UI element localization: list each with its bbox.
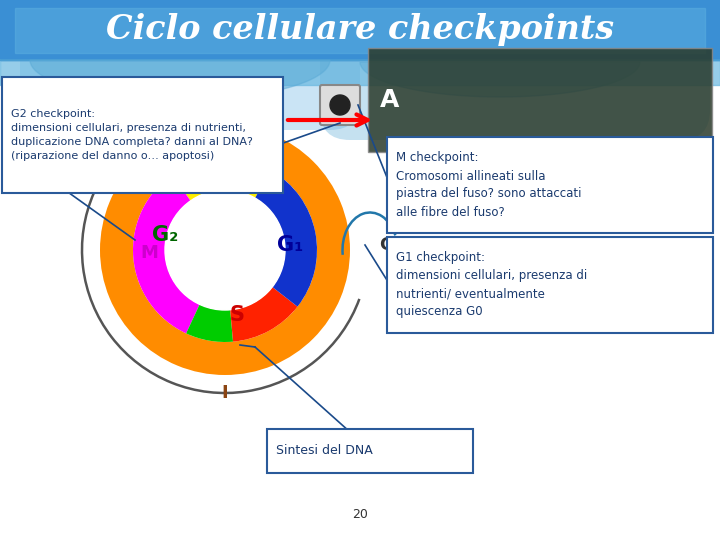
Bar [0,25,720,26]
Text: G₀: G₀ [379,236,401,254]
Text: A: A [380,88,400,112]
Polygon shape [360,62,640,97]
Text: G₂: G₂ [152,225,178,245]
Bar [0,41,720,42]
FancyBboxPatch shape [320,85,360,125]
Bar [0,9,720,10]
Bar [0,20,720,21]
FancyBboxPatch shape [20,0,360,130]
Bar [0,48,720,49]
Bar [0,7,720,8]
Bar [0,1,720,2]
Bar [0,47,720,48]
FancyBboxPatch shape [368,48,712,152]
Wedge shape [172,158,271,201]
Bar [0,30,720,31]
Bar [0,24,720,25]
Bar [0,0,720,60]
Bar [0,10,720,11]
Bar [0,11,720,12]
Bar [0,4,720,5]
Bar [0,49,720,50]
Bar [0,58,720,59]
Bar [0,0,720,1]
Bar [0,52,720,53]
Bar [0,43,720,44]
Bar [0,28,720,29]
Bar [15,8,705,53]
Text: G1 checkpoint:
dimensioni cellulari, presenza di
nutrienti/ eventualmente
quiesc: G1 checkpoint: dimensioni cellulari, pre… [396,252,588,319]
Bar [0,32,720,33]
Bar [0,40,720,41]
Bar [0,44,720,45]
Bar [0,57,720,58]
FancyBboxPatch shape [387,137,713,233]
Bar [0,33,720,34]
Bar [0,21,720,22]
Text: G₁: G₁ [277,235,303,255]
Bar [0,38,720,39]
Wedge shape [100,125,350,375]
Bar [0,8,720,9]
Bar [0,39,720,40]
Circle shape [330,95,350,115]
Bar [0,31,720,32]
Wedge shape [133,174,199,333]
Bar [0,37,720,38]
Bar [0,55,720,85]
Bar [0,51,720,52]
Bar [0,0,720,58]
Bar [0,55,720,56]
Bar [0,17,720,18]
Bar [0,2,720,3]
FancyBboxPatch shape [2,77,283,193]
Bar [0,6,720,7]
Bar [0,14,720,15]
Bar [0,54,720,55]
Wedge shape [186,305,233,342]
Bar [0,29,720,30]
Wedge shape [230,287,297,342]
Circle shape [165,190,285,310]
Bar [0,56,720,57]
Bar [0,16,720,17]
Bar [0,27,720,28]
FancyBboxPatch shape [320,0,710,140]
Bar [0,36,720,37]
Bar [0,46,720,47]
Bar [0,42,720,43]
Bar [0,45,720,46]
Text: Sintesi del DNA: Sintesi del DNA [276,444,373,457]
Bar [0,3,720,4]
Text: G2 checkpoint:
dimensioni cellulari, presenza di nutrienti,
duplicazione DNA com: G2 checkpoint: dimensioni cellulari, pre… [11,109,253,161]
Bar [0,53,720,54]
Bar [0,26,720,27]
FancyBboxPatch shape [267,429,473,473]
Text: Ciclo cellulare checkpoints: Ciclo cellulare checkpoints [106,14,614,46]
Text: M: M [212,132,231,151]
Wedge shape [255,170,317,307]
Polygon shape [30,60,330,100]
Bar [0,34,720,35]
Bar [0,59,720,60]
Bar [0,5,720,6]
Text: M: M [140,244,158,262]
Text: 20: 20 [352,509,368,522]
Bar [0,13,720,14]
Text: I: I [222,384,228,402]
FancyBboxPatch shape [387,237,713,333]
Bar [0,35,720,36]
Bar [0,22,720,23]
Bar [0,19,720,20]
Bar [0,12,720,13]
Text: M checkpoint:
Cromosomi allineati sulla
piastra del fuso? sono attaccati
alle fi: M checkpoint: Cromosomi allineati sulla … [396,152,582,219]
Bar [0,15,720,16]
Bar [0,23,720,24]
Text: S: S [230,305,245,325]
Bar [0,18,720,19]
Bar [0,50,720,51]
